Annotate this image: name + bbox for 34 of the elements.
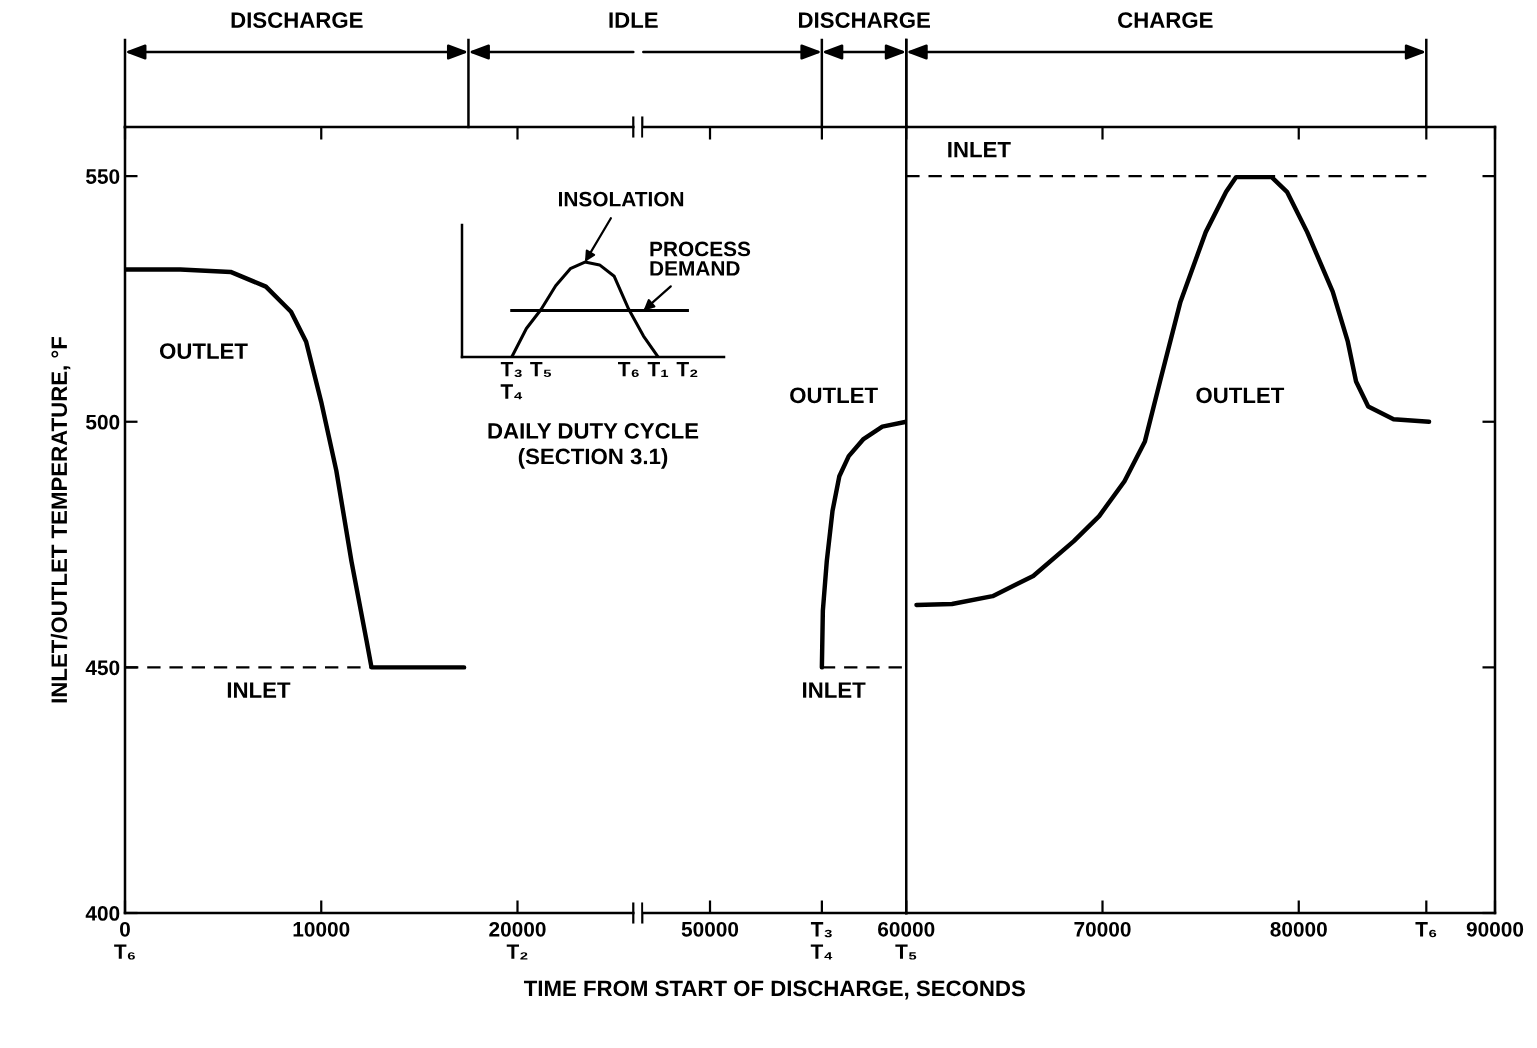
x-tick-label: T₅ (530, 361, 552, 378)
series-label: OUTLET (1196, 387, 1285, 404)
x-tick-label: T₆ (1415, 922, 1437, 938)
y-tick-label: 450 (85, 660, 120, 676)
text: DISCHARGE (798, 12, 930, 28)
y-tick-label: 500 (86, 414, 120, 430)
y-tick-label: 400 (85, 906, 120, 921)
text: OUTLET (159, 343, 248, 359)
x-axis-title: DAILY DUTY CYCLE (SECTION 3.1) (488, 423, 699, 469)
x-tick-label: 90000 (1466, 921, 1524, 937)
series-label: INLET (803, 682, 866, 698)
series-label: INLET (948, 142, 1011, 158)
x-tick-label: 20000 T₂ (489, 921, 546, 960)
x-tick-label: 0 T₆ (114, 921, 135, 960)
x-tick-label: 80000 (1270, 921, 1327, 937)
x-tick-label: 60000 T₅ (878, 921, 935, 960)
y-axis-title: INLET/OUTLET TEMPERATURE, °F (50, 336, 71, 703)
x-tick-label: 70000 (1074, 921, 1131, 937)
series-label: OUTLET (790, 387, 878, 404)
x-tick-label: T₁ (647, 361, 669, 377)
series-label: INLET (227, 682, 291, 698)
x-tick-label: T₃ T₄ (500, 361, 523, 400)
x-tick-label: T₂ (676, 361, 698, 377)
x-axis-title: TIME FROM START OF DISCHARGE, SECONDS (523, 980, 1025, 1000)
x-tick-label: T₆ (618, 361, 639, 378)
text: DISCHARGE (231, 12, 363, 28)
y-tick-label: 550 (86, 169, 120, 184)
x-tick-label: 10000 (293, 921, 350, 937)
text: INSOLATION (558, 191, 684, 207)
text: CHARGE (1118, 12, 1213, 28)
series-label: PROCESS DEMAND (650, 241, 751, 276)
x-tick-label: T₃ T₄ (810, 922, 833, 960)
x-tick-label: 50000 (681, 921, 739, 937)
text: IDLE (609, 12, 658, 28)
